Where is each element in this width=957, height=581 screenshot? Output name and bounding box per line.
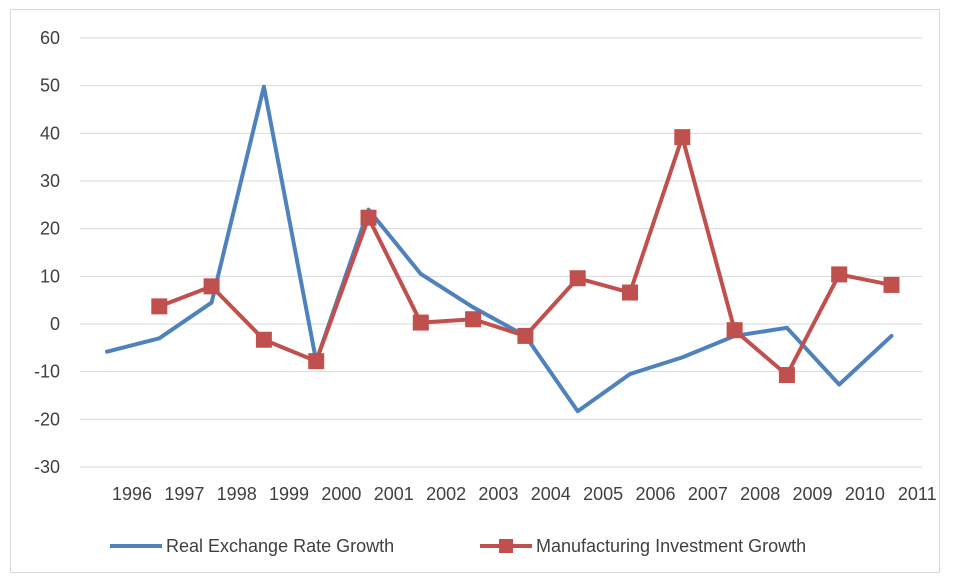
x-tick-label: 1997 — [164, 484, 204, 504]
legend-item: Real Exchange Rate Growth — [110, 536, 394, 556]
data-point-marker — [622, 284, 638, 301]
y-tick-label: 40 — [40, 123, 60, 143]
data-point-marker — [517, 327, 534, 344]
data-point-marker — [203, 278, 220, 295]
x-tick-label: 2011 — [898, 484, 937, 504]
y-tick-label: 60 — [40, 28, 60, 48]
y-axis-tick-labels: 60 50 40 30 20 10 0 -10 -20 -30 — [34, 28, 60, 477]
series-1 — [105, 84, 894, 414]
data-point-marker — [569, 270, 586, 287]
data-point-marker — [151, 298, 168, 315]
x-axis-tick-labels: 1996 1997 1998 1999 2000 2001 2002 2003 2004 2005… — [112, 484, 937, 504]
data-point-marker — [465, 311, 482, 328]
chart-frame — [10, 9, 940, 573]
x-tick-label: 2010 — [845, 484, 885, 504]
y-tick-label: -10 — [34, 362, 60, 382]
legend-label: Real Exchange Rate Growth — [166, 536, 394, 556]
series-2 — [151, 129, 900, 384]
x-tick-label: 2004 — [531, 484, 571, 504]
x-tick-label: 2002 — [426, 484, 466, 504]
data-point-marker — [883, 276, 900, 293]
y-tick-label: 0 — [50, 314, 60, 334]
x-tick-label: 2001 — [374, 484, 414, 504]
x-tick-label: 2005 — [583, 484, 623, 504]
y-tick-label: 20 — [40, 219, 60, 239]
data-point-marker — [360, 209, 377, 226]
y-tick-label: 30 — [40, 171, 60, 191]
data-point-marker — [726, 322, 743, 339]
series-line — [105, 84, 894, 414]
x-tick-label: 1996 — [112, 484, 152, 504]
x-tick-label: 2009 — [793, 484, 833, 504]
x-tick-label: 1999 — [269, 484, 309, 504]
x-tick-label: 2006 — [635, 484, 675, 504]
data-point-marker — [412, 314, 429, 331]
y-tick-label: 50 — [40, 76, 60, 96]
x-tick-label: 2000 — [321, 484, 361, 504]
y-tick-label: -20 — [34, 409, 60, 429]
legend: Real Exchange Rate Growth Manufacturing I… — [110, 536, 806, 556]
y-tick-label: -30 — [34, 457, 60, 477]
y-tick-label: 10 — [40, 266, 60, 286]
data-point-marker — [674, 129, 691, 146]
x-tick-label: 2003 — [478, 484, 518, 504]
legend-item: Manufacturing Investment Growth — [480, 536, 806, 556]
x-tick-label: 2007 — [688, 484, 728, 504]
legend-label: Manufacturing Investment Growth — [536, 536, 806, 556]
data-point-marker — [255, 331, 272, 348]
x-tick-label: 1998 — [217, 484, 257, 504]
legend-marker — [499, 539, 513, 553]
data-point-marker — [308, 353, 325, 370]
series-lines — [105, 84, 900, 414]
data-point-marker — [831, 266, 848, 283]
gridlines — [80, 37, 922, 468]
data-point-marker — [778, 367, 795, 384]
x-tick-label: 2008 — [740, 484, 780, 504]
